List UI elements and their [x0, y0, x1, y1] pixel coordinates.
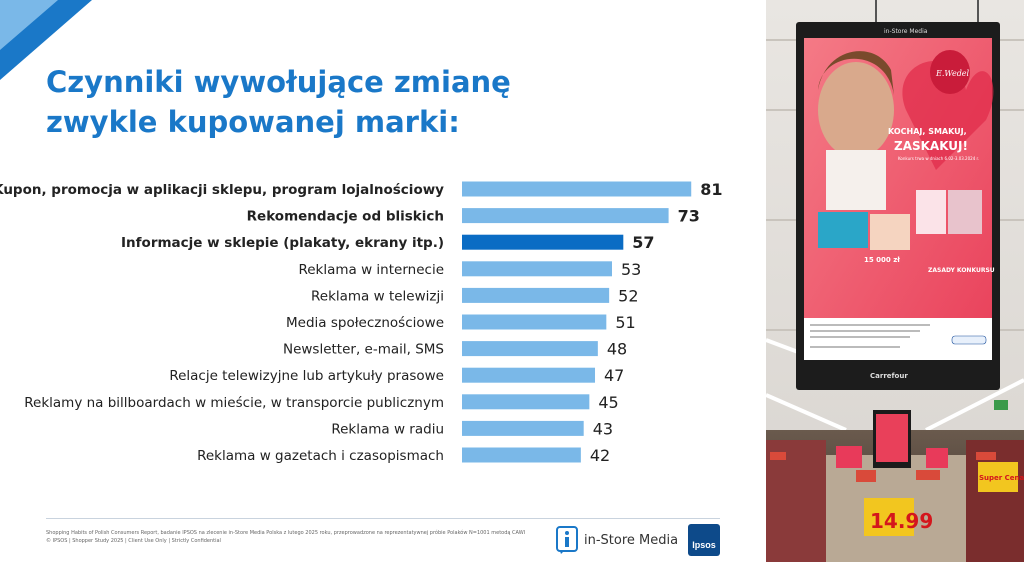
category-label: Informacje w sklepie (plakaty, ekrany it… [121, 235, 444, 251]
category-label: Kupon, promocja w aplikacji sklepu, prog… [0, 182, 444, 198]
bar [462, 261, 612, 277]
category-label: Reklamy na billboardach w mieście, w tra… [24, 395, 444, 411]
price-tag: 14.99 [870, 509, 933, 533]
value-label: 53 [621, 260, 641, 279]
ipsos-logo: Ipsos [688, 524, 720, 556]
bar [462, 287, 610, 303]
instore-i-icon [556, 526, 578, 554]
value-label: 81 [700, 180, 722, 199]
page-title: Czynniki wywołujące zmianę zwykle kupowa… [46, 62, 746, 142]
ipsos-logo-text: Ipsos [692, 540, 716, 550]
category-label: Newsletter, e-mail, SMS [283, 342, 444, 358]
instore-logo-text: in-Store Media [584, 532, 679, 548]
category-label: Reklama w telewizji [311, 288, 444, 304]
ad-brand: E.Wedel [935, 69, 970, 78]
value-label: 45 [598, 393, 618, 412]
category-label: Reklama w gazetach i czasopismach [197, 448, 444, 464]
shelf-sign: Super Cena [979, 474, 1024, 482]
value-label: 47 [604, 366, 624, 385]
bar [462, 314, 607, 330]
bar [462, 208, 669, 224]
screen-store-name: Carrefour [870, 372, 908, 380]
corner-decoration [0, 0, 92, 80]
category-label: Reklama w radiu [331, 421, 444, 437]
footnote-line-2: © IPSOS | Shopper Study 2025 | Client Us… [46, 537, 221, 544]
bar-chart: Kupon, promocja w aplikacji sklepu, prog… [0, 180, 722, 465]
bar [462, 394, 590, 410]
bar [462, 341, 598, 357]
source-footnote: Shopping Habits of Polish Consumers Repo… [46, 530, 546, 545]
bar [462, 367, 596, 383]
value-label: 43 [593, 419, 613, 438]
bar [462, 447, 581, 463]
store-photo: 14.99 Super Cena in-Store Media E.Wedel … [766, 0, 1024, 562]
value-label: 52 [618, 286, 638, 305]
value-label: 51 [615, 313, 635, 332]
value-label: 42 [590, 446, 610, 465]
value-label: 73 [678, 207, 700, 226]
bar [462, 420, 584, 436]
bar [462, 234, 624, 250]
instore-media-logo: in-Store Media [556, 526, 678, 554]
screen-header: in-Store Media [884, 28, 928, 35]
ad-headline-1: KOCHAJ, SMAKUJ, [888, 127, 967, 136]
ad-rules-title: ZASADY KONKURSU [928, 267, 995, 274]
ad-headline-2: ZASKAKUJ! [894, 139, 968, 153]
title-line-2: zwykle kupowanej marki: [46, 105, 460, 139]
value-label: 57 [632, 233, 654, 252]
value-label: 48 [607, 340, 627, 359]
category-label: Relacje telewizyjne lub artykuły prasowe [169, 368, 444, 384]
bar [462, 181, 692, 197]
category-label: Reklama w internecie [298, 262, 444, 278]
footnote-line-1: Shopping Habits of Polish Consumers Repo… [46, 530, 526, 536]
category-label: Rekomendacje od bliskich [247, 209, 444, 225]
ad-dates: Konkurs trwa w dniach 6.02-3.03.2024 r. [898, 156, 979, 161]
title-line-1: Czynniki wywołujące zmianę [46, 65, 511, 99]
category-label: Media społecznościowe [286, 315, 444, 331]
ad-prize: 15 000 zł [864, 256, 900, 264]
footer-divider [46, 518, 720, 519]
